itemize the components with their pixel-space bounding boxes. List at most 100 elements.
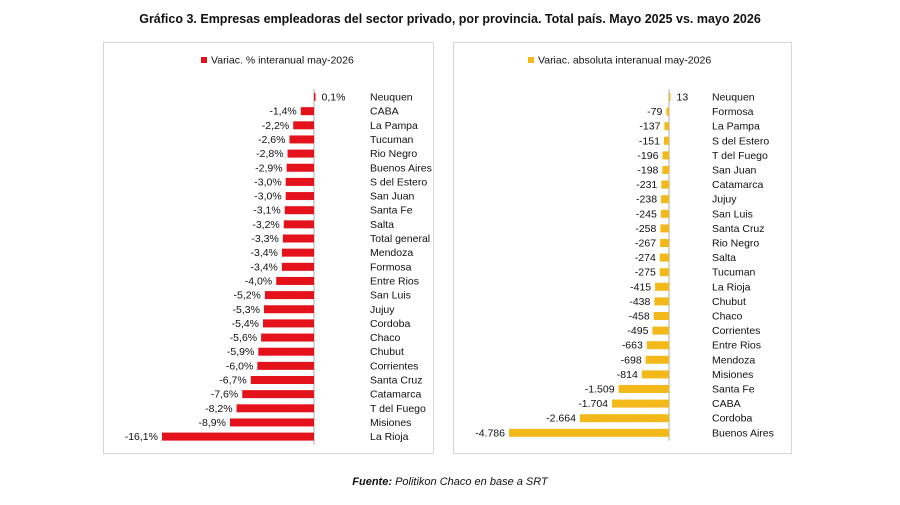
data-label: -2,9% xyxy=(255,162,282,174)
data-label: -6,7% xyxy=(219,375,246,387)
bar xyxy=(659,268,669,277)
category-label: San Luis xyxy=(370,290,411,302)
data-label: -5,4% xyxy=(232,318,259,330)
bar xyxy=(282,234,314,243)
abs-change-chart: Variac. absoluta interanual may-2026 13 Ne… xyxy=(475,55,774,441)
data-label: -3,4% xyxy=(250,261,277,273)
bar xyxy=(261,333,314,342)
chart-panel-pct: Variac. % interanual may-2026 0,1% Neuquen… xyxy=(103,42,434,454)
category-label: Santa Cruz xyxy=(712,223,765,235)
source-note: Fuente: Politikon Chaco en base a SRT xyxy=(0,476,900,488)
data-label: -415 xyxy=(630,281,651,293)
category-label: Chaco xyxy=(712,311,743,323)
data-label: 13 xyxy=(677,92,689,104)
bar xyxy=(655,282,669,291)
category-label: La Rioja xyxy=(370,431,409,443)
page-title: Gráfico 3. Empresas empleadoras del sect… xyxy=(139,12,761,26)
category-label: Cordoba xyxy=(370,318,410,330)
category-label: Rio Negro xyxy=(712,238,759,250)
bar xyxy=(618,385,669,393)
bar xyxy=(666,107,669,116)
category-label: T del Fuego xyxy=(370,403,426,415)
data-label: -1.704 xyxy=(578,398,608,410)
bar xyxy=(257,361,314,370)
data-label: -663 xyxy=(622,340,643,352)
data-label: -814 xyxy=(617,369,638,381)
category-label: La Pampa xyxy=(370,120,418,132)
category-label: San Juan xyxy=(712,165,757,177)
category-label: Neuquen xyxy=(370,92,413,104)
category-label: Catamarca xyxy=(712,179,764,191)
bar xyxy=(661,180,669,189)
data-label: -231 xyxy=(636,179,657,191)
legend-label: Variac. absoluta interanual may-2026 xyxy=(538,55,711,67)
data-label: -7,6% xyxy=(211,389,238,401)
legend-swatch xyxy=(528,57,534,63)
bar xyxy=(285,177,314,186)
category-label: Misiones xyxy=(712,369,753,381)
data-label: -3,2% xyxy=(252,219,279,231)
data-label: -5,6% xyxy=(230,332,257,344)
bar xyxy=(661,195,669,204)
category-label: Jujuy xyxy=(370,304,395,316)
category-label: Chubut xyxy=(370,346,404,358)
bar xyxy=(646,341,669,350)
category-label: Chubut xyxy=(712,296,746,308)
data-label: -438 xyxy=(629,296,650,308)
category-label: Mendoza xyxy=(712,354,755,366)
category-label: Santa Fe xyxy=(370,205,413,217)
category-label: Mendoza xyxy=(370,247,413,259)
bar xyxy=(285,192,314,201)
category-label: Entre Rios xyxy=(370,275,419,287)
category-label: Neuquen xyxy=(712,92,755,104)
category-label: La Pampa xyxy=(712,121,760,133)
bar xyxy=(314,93,316,101)
source-text: Politikon Chaco en base a SRT xyxy=(395,476,548,488)
bar xyxy=(660,209,669,218)
category-label: S del Estero xyxy=(370,176,427,188)
category-label: Formosa xyxy=(712,106,754,118)
data-label: -3,0% xyxy=(254,191,281,203)
bar xyxy=(662,151,669,160)
category-label: Corrientes xyxy=(712,325,760,337)
category-label: T del Fuego xyxy=(712,150,768,162)
bar xyxy=(660,224,669,233)
data-label: -2.664 xyxy=(546,413,576,425)
bar xyxy=(286,163,314,172)
bar xyxy=(659,253,669,262)
category-label: Tucuman xyxy=(370,134,414,146)
bar xyxy=(509,428,669,437)
category-label: S del Estero xyxy=(712,135,769,147)
category-label: Formosa xyxy=(370,261,412,273)
bar xyxy=(663,136,669,145)
data-label: -1.509 xyxy=(585,384,615,396)
bar xyxy=(284,206,314,215)
data-label: -258 xyxy=(635,223,656,235)
data-label: -6,0% xyxy=(226,360,253,372)
category-label: CABA xyxy=(370,106,399,118)
data-label: -8,2% xyxy=(205,403,232,415)
bar xyxy=(660,239,669,247)
bar xyxy=(236,404,314,413)
data-label: -267 xyxy=(635,238,656,250)
data-label: -5,2% xyxy=(233,290,260,302)
data-label: -4.786 xyxy=(475,427,505,439)
bar xyxy=(281,248,314,257)
category-label: San Luis xyxy=(712,208,753,220)
category-label: Buenos Aires xyxy=(712,427,774,439)
bar xyxy=(229,418,314,427)
bar xyxy=(645,355,669,364)
bar xyxy=(612,399,669,408)
category-label: Buenos Aires xyxy=(370,162,432,174)
bar xyxy=(281,262,314,271)
category-label: Catamarca xyxy=(370,389,422,401)
data-label: -2,2% xyxy=(262,120,289,132)
bar xyxy=(276,276,314,285)
data-label: -495 xyxy=(627,325,648,337)
bar xyxy=(300,107,314,116)
data-label: -238 xyxy=(636,194,657,206)
bar xyxy=(653,312,669,320)
bar xyxy=(283,220,314,229)
source-label: Fuente: xyxy=(352,476,392,488)
category-label: Chaco xyxy=(370,332,401,344)
